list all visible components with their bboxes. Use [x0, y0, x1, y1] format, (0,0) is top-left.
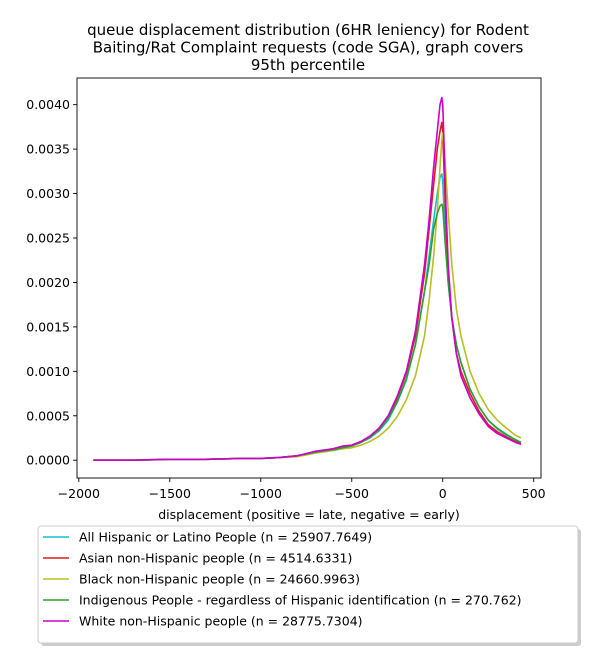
- series-line-1: [93, 121, 522, 462]
- series-line-4: [93, 96, 522, 462]
- y-tick-label: 0.0030: [26, 186, 70, 201]
- x-tick-label: −500: [335, 486, 369, 501]
- y-tick-label: 0.0040: [26, 97, 70, 112]
- series-lines: [93, 96, 522, 462]
- y-tick-label: 0.0000: [26, 453, 70, 468]
- x-tick-label: −2000: [58, 486, 100, 501]
- x-tick-label: −1000: [240, 486, 282, 501]
- legend-entry-label: Indigenous People - regardless of Hispan…: [79, 593, 522, 608]
- chart-title-line: 95th percentile: [251, 56, 365, 74]
- x-axis-label: displacement (positive = late, negative …: [158, 507, 460, 522]
- legend-entry-label: Asian non-Hispanic people (n = 4514.6331…: [79, 551, 352, 566]
- chart-title: queue displacement distribution (6HR len…: [87, 21, 529, 74]
- y-tick-label: 0.0020: [26, 275, 70, 290]
- series-line-2: [93, 132, 522, 462]
- chart-title-line: queue displacement distribution (6HR len…: [87, 21, 529, 39]
- y-tick-label: 0.0005: [26, 408, 70, 423]
- x-tick-label: 0: [439, 486, 447, 501]
- chart-title-line: Baiting/Rat Complaint requests (code SGA…: [93, 39, 524, 57]
- y-tick-label: 0.0025: [26, 231, 70, 246]
- y-tick-label: 0.0015: [26, 319, 70, 334]
- y-tick-label: 0.0010: [26, 364, 70, 379]
- legend-entry-label: All Hispanic or Latino People (n = 25907…: [79, 530, 372, 545]
- plot-area: −2000 −1500 −1000 −500 0 500 0.0000 0.0005 0.001…: [26, 77, 546, 522]
- y-tick-label: 0.0035: [26, 142, 70, 157]
- legend-frame: [37, 525, 579, 644]
- axes-frame: [76, 77, 542, 479]
- series-line-3: [93, 203, 522, 462]
- legend-entry-label: Black non-Hispanic people (n = 24660.996…: [79, 572, 360, 587]
- series-line-0: [93, 173, 522, 462]
- x-tick-label: 500: [522, 486, 546, 501]
- x-tick-label: −1500: [149, 486, 191, 501]
- legend: All Hispanic or Latino People (n = 25907…: [37, 525, 581, 646]
- legend-entry-label: White non-Hispanic people (n = 28775.730…: [79, 614, 363, 629]
